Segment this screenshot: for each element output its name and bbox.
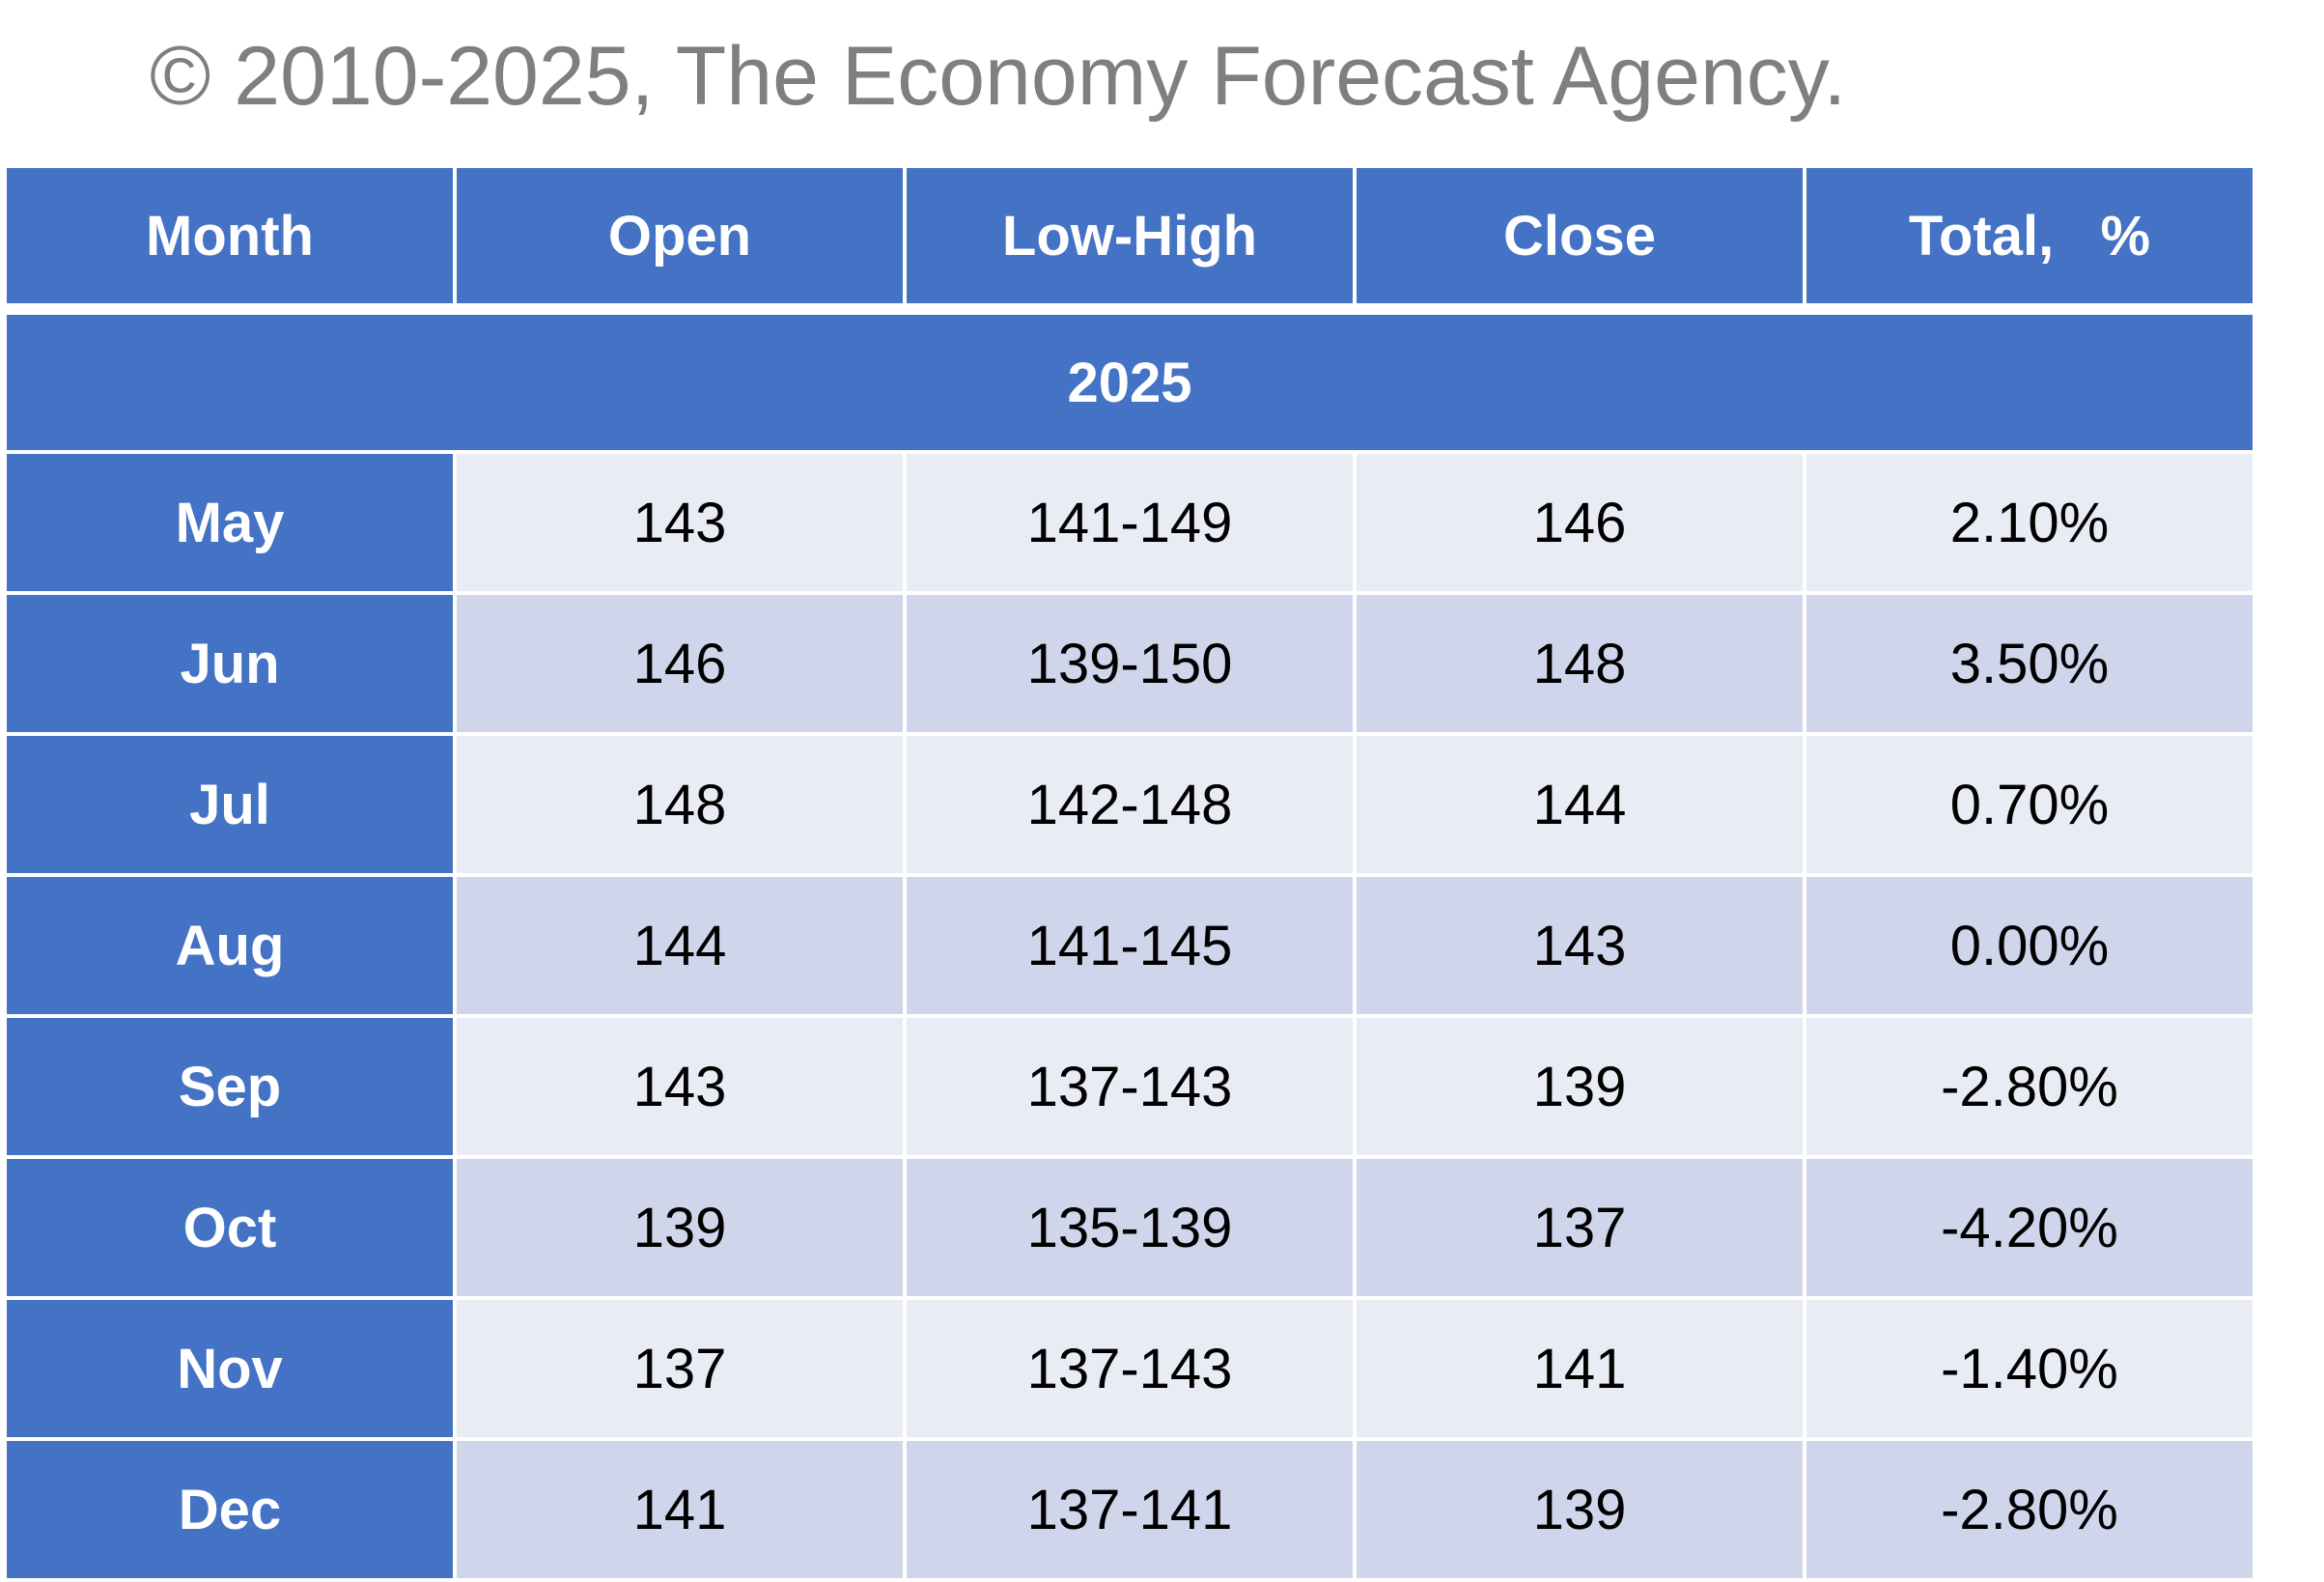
close-cell: 141 (1353, 1296, 1806, 1441)
low-high-cell: 141-145 (903, 873, 1357, 1018)
total-cell: -2.80% (1803, 1437, 2256, 1582)
column-header-close: Close (1353, 164, 1806, 315)
low-high-cell: 137-143 (903, 1296, 1357, 1441)
total-cell: 2.10% (1803, 450, 2256, 595)
close-cell: 146 (1353, 450, 1806, 595)
month-cell: Sep (3, 1014, 457, 1159)
column-header-open: Open (453, 164, 907, 315)
close-cell: 144 (1353, 732, 1806, 877)
table-row: Oct 139 135-139 137 -4.20% (3, 1155, 2256, 1300)
low-high-cell: 142-148 (903, 732, 1357, 877)
month-cell: Nov (3, 1296, 457, 1441)
year-label: 2025 (3, 307, 2256, 454)
month-cell: May (3, 450, 457, 595)
close-cell: 139 (1353, 1014, 1806, 1159)
open-cell: 146 (453, 591, 907, 736)
table-row: Nov 137 137-143 141 -1.40% (3, 1296, 2256, 1441)
open-cell: 144 (453, 873, 907, 1018)
copyright-notice: © 2010-2025, The Economy Forecast Agency… (150, 30, 1847, 123)
open-cell: 141 (453, 1437, 907, 1582)
close-cell: 137 (1353, 1155, 1806, 1300)
table-row: Jun 146 139-150 148 3.50% (3, 591, 2256, 736)
total-cell: 0.00% (1803, 873, 2256, 1018)
open-cell: 139 (453, 1155, 907, 1300)
close-cell: 139 (1353, 1437, 1806, 1582)
month-cell: Aug (3, 873, 457, 1018)
total-cell: -4.20% (1803, 1155, 2256, 1300)
month-cell: Jun (3, 591, 457, 736)
column-header-total: Total, % (1803, 164, 2256, 315)
column-header-low-high: Low-High (903, 164, 1357, 315)
total-cell: -2.80% (1803, 1014, 2256, 1159)
table-row: May 143 141-149 146 2.10% (3, 450, 2256, 595)
open-cell: 143 (453, 450, 907, 595)
open-cell: 137 (453, 1296, 907, 1441)
open-cell: 148 (453, 732, 907, 877)
month-cell: Jul (3, 732, 457, 877)
close-cell: 148 (1353, 591, 1806, 736)
month-cell: Dec (3, 1437, 457, 1582)
month-cell: Oct (3, 1155, 457, 1300)
low-high-cell: 135-139 (903, 1155, 1357, 1300)
low-high-cell: 137-143 (903, 1014, 1357, 1159)
year-group-row: 2025 (3, 307, 2256, 454)
total-cell: -1.40% (1803, 1296, 2256, 1441)
low-high-cell: 141-149 (903, 450, 1357, 595)
table-row: Dec 141 137-141 139 -2.80% (3, 1437, 2256, 1582)
low-high-cell: 137-141 (903, 1437, 1357, 1582)
close-cell: 143 (1353, 873, 1806, 1018)
total-cell: 3.50% (1803, 591, 2256, 736)
table-row: Jul 148 142-148 144 0.70% (3, 732, 2256, 877)
low-high-cell: 139-150 (903, 591, 1357, 736)
forecast-table: Month Open Low-High Close Total, % 2025 … (3, 164, 2256, 1582)
table-row: Aug 144 141-145 143 0.00% (3, 873, 2256, 1018)
column-header-month: Month (3, 164, 457, 315)
open-cell: 143 (453, 1014, 907, 1159)
table-header-row: Month Open Low-High Close Total, % (3, 164, 2256, 315)
table-row: Sep 143 137-143 139 -2.80% (3, 1014, 2256, 1159)
total-cell: 0.70% (1803, 732, 2256, 877)
